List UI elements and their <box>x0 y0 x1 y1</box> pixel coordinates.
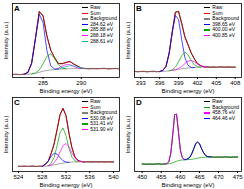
html-text:288.18 eV: 288.18 eV <box>90 32 114 38</box>
svg-text:Intensity (a.u.): Intensity (a.u.) <box>3 21 9 59</box>
html-text:Sum: Sum <box>90 9 101 16</box>
svg-text:402: 402 <box>192 80 203 86</box>
html-text:Raw: Raw <box>212 98 223 104</box>
svg-text:540: 540 <box>109 174 120 180</box>
html-text:Sum: Sum <box>212 9 223 16</box>
svg-text:536: 536 <box>85 174 96 180</box>
svg-text:285: 285 <box>38 80 49 86</box>
svg-text:460: 460 <box>175 174 186 180</box>
html-text:285.88 eV: 285.88 eV <box>90 26 114 33</box>
svg-text:408: 408 <box>230 80 241 86</box>
html-text:464.46 eV: 464.46 eV <box>212 114 236 121</box>
html-text:531.90 eV: 531.90 eV <box>90 126 114 132</box>
svg-text:396: 396 <box>155 80 166 86</box>
html-text:530.08 eV: 530.08 eV <box>90 114 114 121</box>
svg-text:Intensity (a.u.): Intensity (a.u.) <box>125 21 131 59</box>
html-text:400.00 eV: 400.00 eV <box>212 26 236 33</box>
html-text:288.61 eV: 288.61 eV <box>90 37 114 44</box>
svg-text:470: 470 <box>214 174 225 180</box>
html-text:531.41 eV: 531.41 eV <box>90 120 114 127</box>
svg-text:Intensity (a.u.): Intensity (a.u.) <box>3 115 9 153</box>
svg-text:528: 528 <box>37 174 48 180</box>
html-text:398.65 eV: 398.65 eV <box>212 20 236 27</box>
svg-text:Binding energy (eV): Binding energy (eV) <box>161 182 214 188</box>
svg-text:290: 290 <box>76 80 87 86</box>
svg-text:405: 405 <box>211 80 222 86</box>
svg-text:532: 532 <box>61 174 72 180</box>
html-text:Raw: Raw <box>90 4 101 10</box>
html-text:A: A <box>14 4 20 13</box>
html-text:Background: Background <box>212 15 239 22</box>
html-text:400.85 eV: 400.85 eV <box>212 32 236 38</box>
svg-text:Binding energy (eV): Binding energy (eV) <box>39 182 92 188</box>
html-text:Raw: Raw <box>90 98 101 104</box>
html-text:Background: Background <box>90 15 117 22</box>
html-text:Raw: Raw <box>212 4 223 10</box>
html-text:Background: Background <box>90 109 117 116</box>
html-text:284.62 eV: 284.62 eV <box>90 20 114 27</box>
svg-text:393: 393 <box>136 80 147 86</box>
svg-text:399: 399 <box>174 80 185 86</box>
svg-text:455: 455 <box>156 174 167 180</box>
svg-text:524: 524 <box>13 174 24 180</box>
svg-text:450: 450 <box>137 174 148 180</box>
html-text:C: C <box>14 98 20 107</box>
html-text:Background: Background <box>212 103 239 110</box>
html-text:B: B <box>136 4 142 13</box>
html-text:458.76 eV: 458.76 eV <box>212 109 236 116</box>
svg-text:Binding energy (eV): Binding energy (eV) <box>161 88 214 94</box>
html-text:Sum: Sum <box>90 103 101 110</box>
svg-text:Intensity (a.u.): Intensity (a.u.) <box>125 115 131 153</box>
svg-text:Binding energy (eV): Binding energy (eV) <box>39 88 92 94</box>
svg-text:465: 465 <box>194 174 205 180</box>
svg-text:475: 475 <box>233 174 244 180</box>
html-text:D: D <box>136 98 142 107</box>
